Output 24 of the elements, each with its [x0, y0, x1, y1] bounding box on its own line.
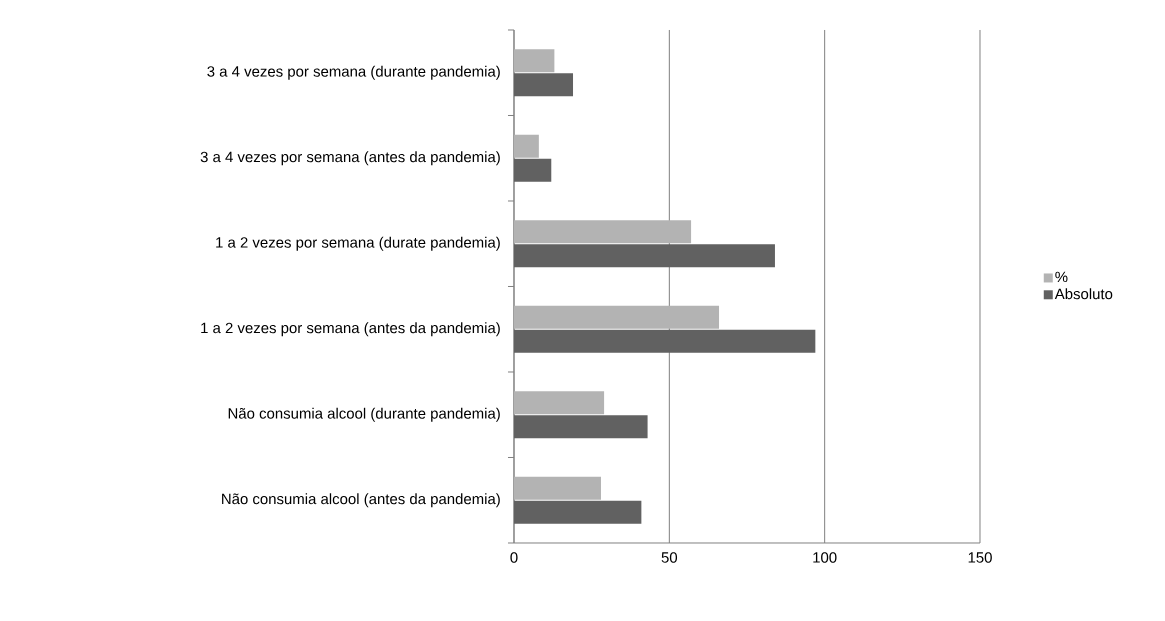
x-tick-label: 100: [813, 552, 837, 563]
bar: [513, 49, 555, 73]
bar: [513, 329, 816, 353]
y-tick-label: Não consumia alcool (durante pandemia): [228, 407, 500, 422]
bar: [513, 500, 642, 524]
x-tick-label: 0: [510, 552, 518, 563]
y-tick-label: 3 a 4 vezes por semana (antes da pandemia): [200, 151, 500, 166]
bar: [513, 158, 552, 182]
bar: [513, 476, 601, 500]
legend-label: Absoluto: [1054, 288, 1113, 300]
bar: [513, 244, 775, 268]
x-tick-label: 50: [661, 552, 678, 563]
y-tick-label: 1 a 2 vezes por semana (durate pandemia): [216, 236, 500, 251]
bar: [513, 134, 539, 158]
bar: [513, 220, 692, 244]
x-tick-label: 150: [968, 552, 992, 563]
bar: [513, 415, 648, 439]
bar: [513, 391, 605, 415]
bar: [513, 73, 574, 97]
y-tick-label: 1 a 2 vezes por semana (antes da pandemia): [201, 322, 500, 337]
legend-label: %: [1055, 271, 1068, 283]
bar: [513, 305, 720, 329]
y-tick-label: 3 a 4 vezes por semana (durante pandemia): [207, 65, 500, 80]
y-tick-label: Não consumia alcool (antes da pandemia): [222, 493, 500, 508]
